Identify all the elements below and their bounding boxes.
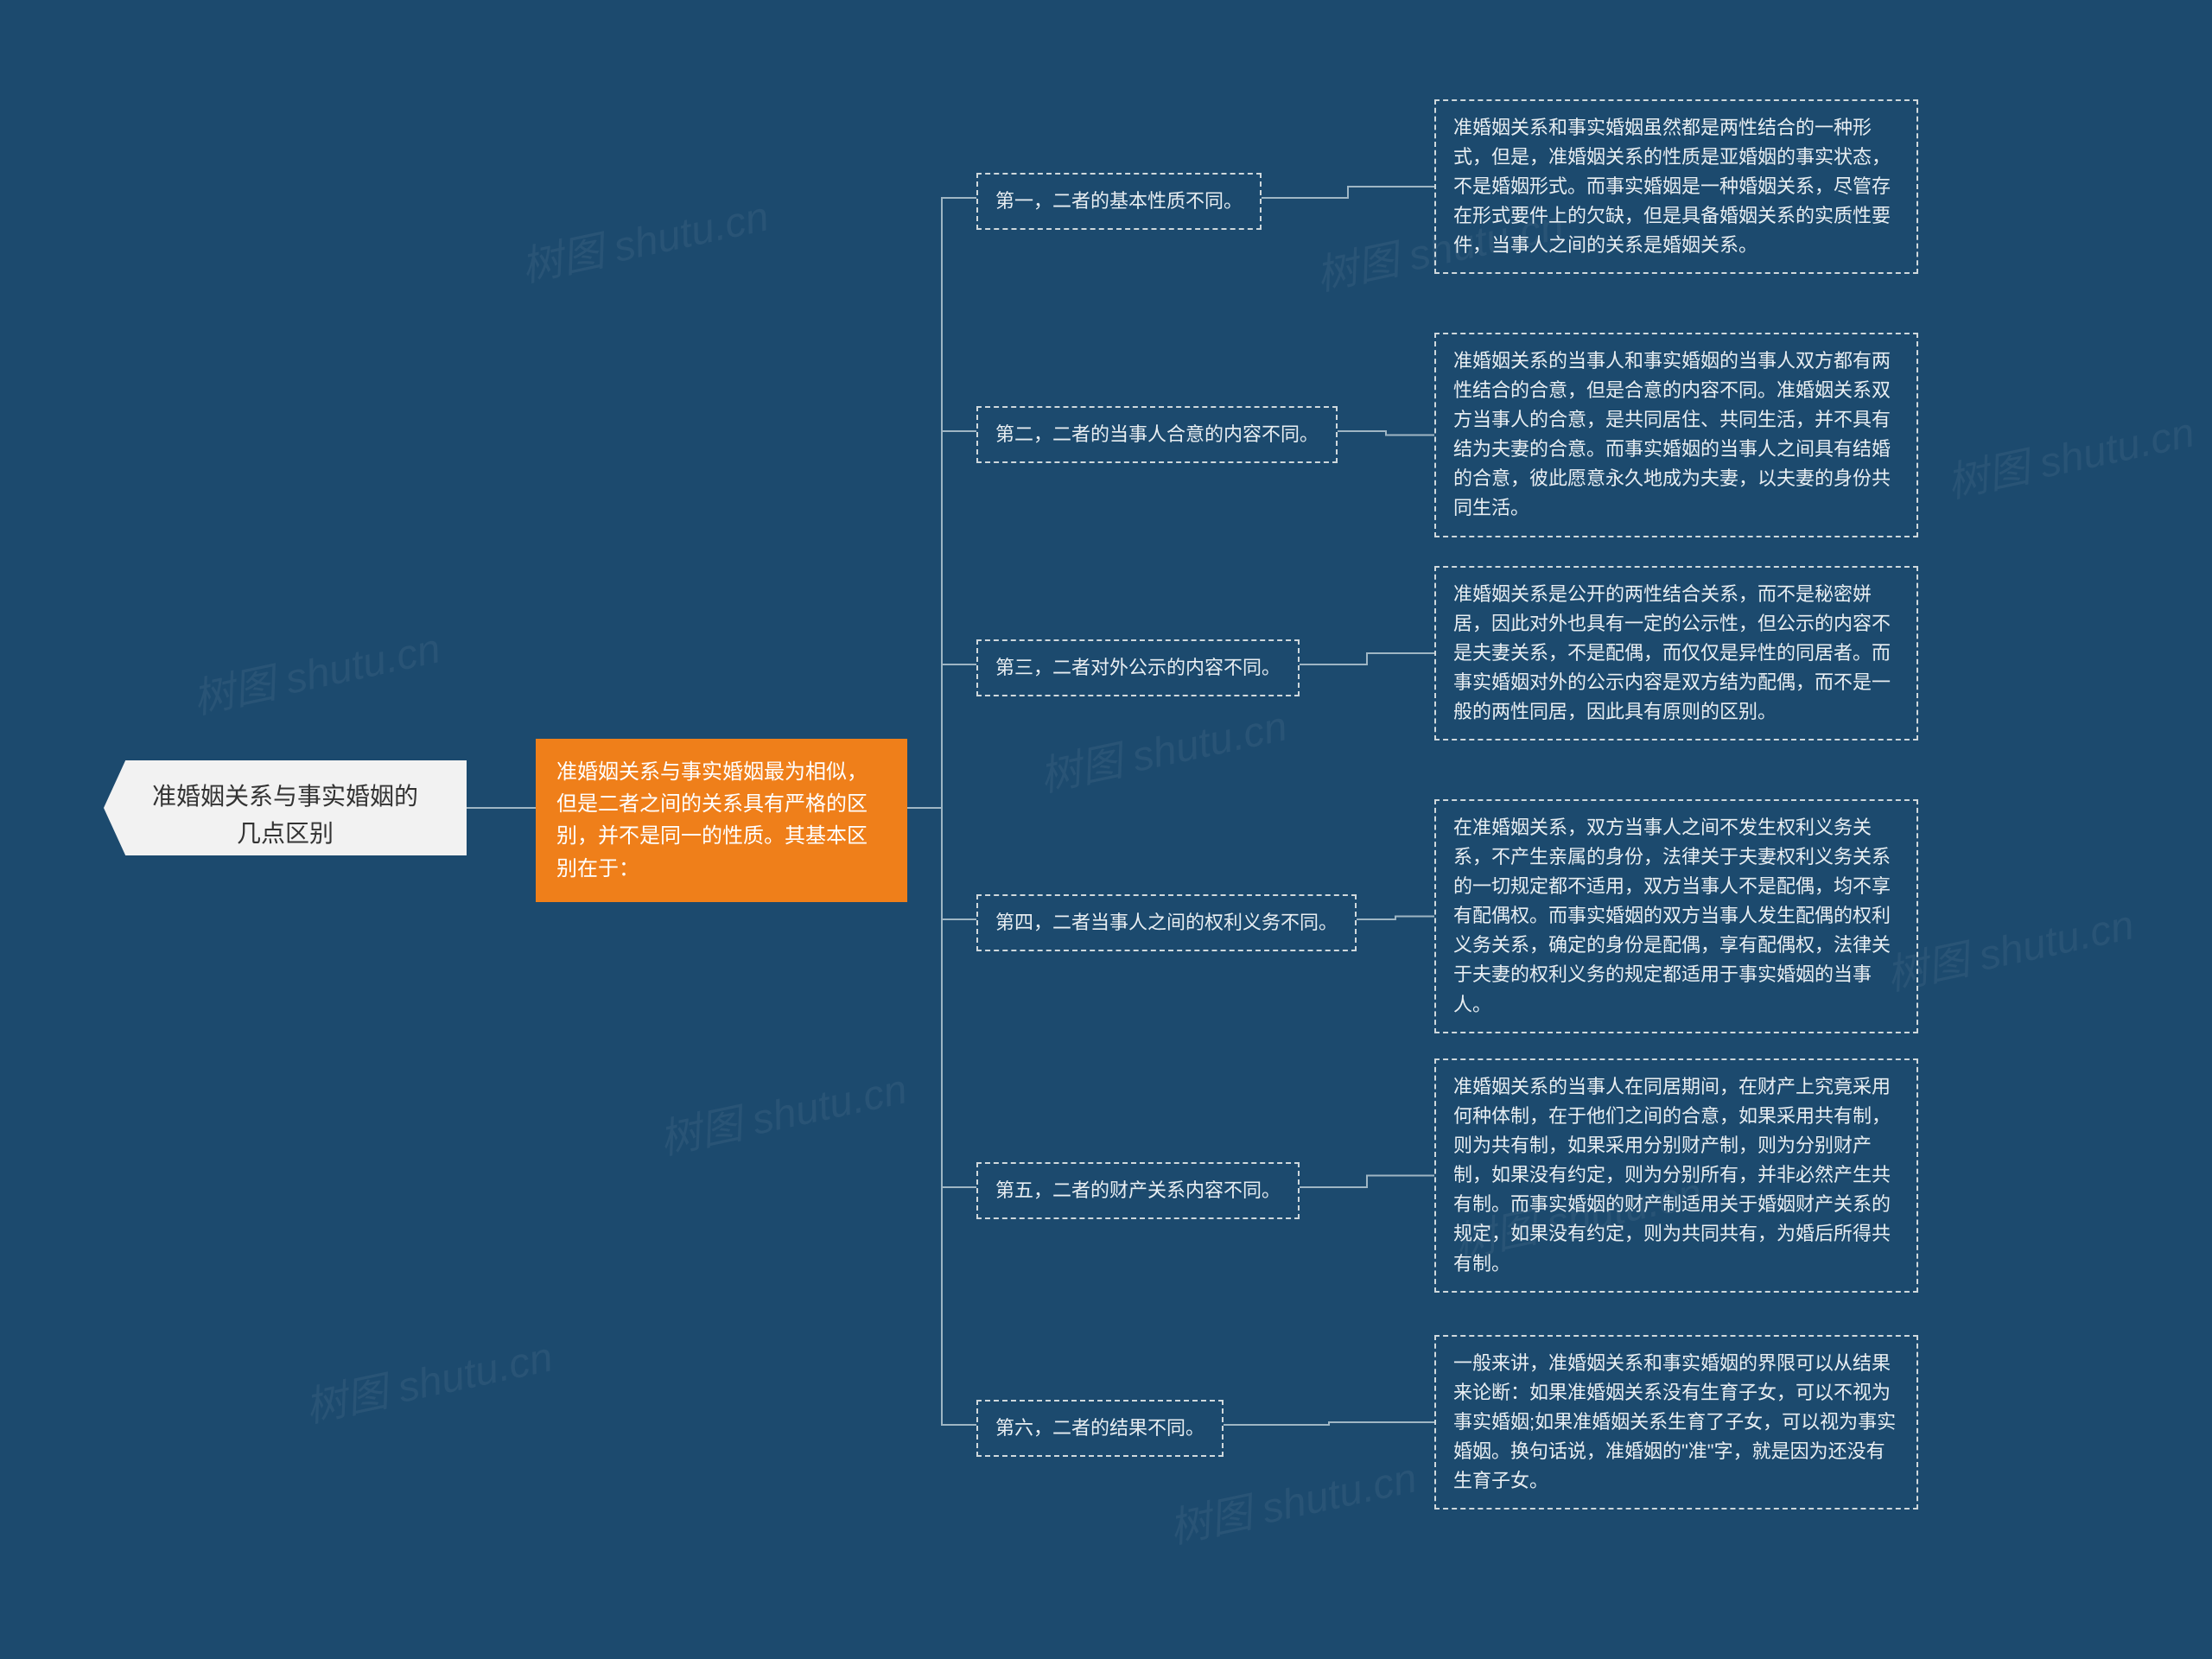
heading-node-3: 第三，二者对外公示的内容不同。 [976, 639, 1300, 696]
detail-node-5: 准婚姻关系的当事人在同居期间，在财产上究竟采用何种体制，在于他们之间的合意，如果… [1434, 1058, 1918, 1293]
watermark: 树图 shutu.cn [1163, 1444, 1421, 1555]
mindmap-canvas: 树图 shutu.cn 树图 shutu.cn 树图 shutu.cn 树图 shut… [0, 0, 2212, 1659]
detail-node-2: 准婚姻关系的当事人和事实婚姻的当事人双方都有两性结合的合意，但是合意的内容不同。… [1434, 333, 1918, 537]
heading-node-4: 第四，二者当事人之间的权利义务不同。 [976, 894, 1357, 951]
heading-node-6: 第六，二者的结果不同。 [976, 1400, 1224, 1457]
detail-node-1: 准婚姻关系和事实婚姻虽然都是两性结合的一种形式，但是，准婚姻关系的性质是亚婚姻的… [1434, 99, 1918, 274]
heading-node-5: 第五，二者的财产关系内容不同。 [976, 1162, 1300, 1219]
heading-node-1: 第一，二者的基本性质不同。 [976, 173, 1262, 230]
detail-node-4: 在准婚姻关系，双方当事人之间不发生权利义务关系，不产生亲属的身份，法律关于夫妻权… [1434, 799, 1918, 1033]
intro-node: 准婚姻关系与事实婚姻最为相似，但是二者之间的关系具有严格的区别，并不是同一的性质… [536, 739, 907, 902]
watermark: 树图 shutu.cn [653, 1055, 912, 1166]
watermark: 树图 shutu.cn [515, 182, 773, 294]
watermark: 树图 shutu.cn [187, 614, 445, 726]
watermark: 树图 shutu.cn [1033, 692, 1292, 804]
watermark: 树图 shutu.cn [1880, 891, 2139, 1002]
root-node: 准婚姻关系与事实婚姻的几点区别 [104, 760, 467, 855]
detail-node-3: 准婚姻关系是公开的两性结合关系，而不是秘密姘居，因此对外也具有一定的公示性，但公… [1434, 566, 1918, 741]
detail-node-6: 一般来讲，准婚姻关系和事实婚姻的界限可以从结果来论断：如果准婚姻关系没有生育子女… [1434, 1335, 1918, 1510]
watermark: 树图 shutu.cn [1941, 398, 2199, 510]
watermark: 树图 shutu.cn [299, 1323, 557, 1434]
heading-node-2: 第二，二者的当事人合意的内容不同。 [976, 406, 1338, 463]
